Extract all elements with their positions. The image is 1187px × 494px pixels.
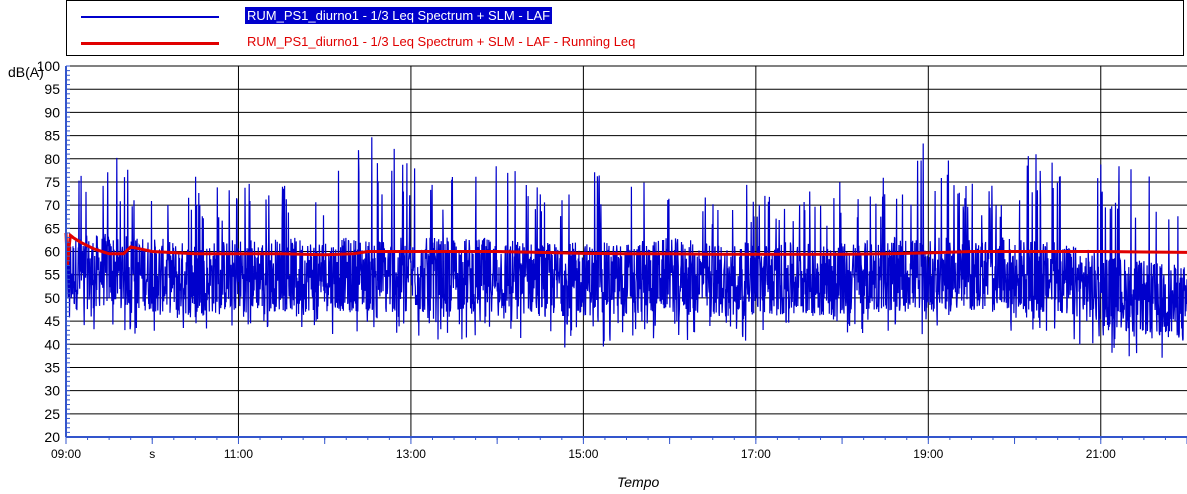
y-tick-label: 25 bbox=[44, 406, 60, 422]
y-tick-label: 65 bbox=[44, 220, 60, 236]
y-tick-label: 55 bbox=[44, 267, 60, 283]
legend-label-running-leq: RUM_PS1_diurno1 - 1/3 Leq Spectrum + SLM… bbox=[247, 34, 636, 49]
x-tick-label: 21:00 bbox=[1086, 447, 1116, 461]
legend-item-laf[interactable]: RUM_PS1_diurno1 - 1/3 Leq Spectrum + SLM… bbox=[67, 5, 1183, 29]
y-tick-label: 95 bbox=[44, 81, 60, 97]
y-tick-label: 30 bbox=[44, 383, 60, 399]
y-tick-label: 45 bbox=[44, 313, 60, 329]
y-tick-label: 35 bbox=[44, 359, 60, 375]
y-tick-label: 70 bbox=[44, 197, 60, 213]
x-tick-label: 19:00 bbox=[913, 447, 943, 461]
x-tick-label: 15:00 bbox=[568, 447, 598, 461]
legend-swatch-red bbox=[81, 42, 219, 45]
y-tick-label: 90 bbox=[44, 104, 60, 120]
series-laf-line bbox=[65, 137, 1187, 358]
y-tick-label: 80 bbox=[44, 151, 60, 167]
y-tick-label: 50 bbox=[44, 290, 60, 306]
y-tick-label: 40 bbox=[44, 336, 60, 352]
x-tick-label: s bbox=[149, 447, 155, 461]
legend-item-running-leq[interactable]: RUM_PS1_diurno1 - 1/3 Leq Spectrum + SLM… bbox=[67, 31, 1183, 55]
chart-grid bbox=[66, 65, 1187, 438]
x-tick-label: 11:00 bbox=[224, 447, 253, 461]
chart-series bbox=[64, 137, 1187, 358]
legend-label-laf: RUM_PS1_diurno1 - 1/3 Leq Spectrum + SLM… bbox=[245, 7, 553, 24]
series-running-leq-line bbox=[64, 232, 1187, 266]
legend-swatch-blue bbox=[81, 16, 219, 18]
y-tick-label: 20 bbox=[44, 429, 60, 445]
x-tick-label: 09:00 bbox=[51, 447, 81, 461]
y-tick-label: 60 bbox=[44, 244, 60, 260]
x-tick-label: 17:00 bbox=[741, 447, 771, 461]
x-axis-label: Tempo bbox=[617, 474, 660, 490]
chart-axes: 20 25 30 35 40 45 50 55 60 65 70 75 80 85 90 95 100 09:00… bbox=[37, 58, 1187, 461]
y-tick-label: 100 bbox=[37, 58, 61, 74]
y-tick-label: 85 bbox=[44, 128, 60, 144]
legend: RUM_PS1_diurno1 - 1/3 Leq Spectrum + SLM… bbox=[66, 0, 1184, 56]
y-tick-label: 75 bbox=[44, 174, 60, 190]
y-axis-label: dB(A) bbox=[8, 64, 44, 80]
x-tick-label: 13:00 bbox=[396, 447, 426, 461]
